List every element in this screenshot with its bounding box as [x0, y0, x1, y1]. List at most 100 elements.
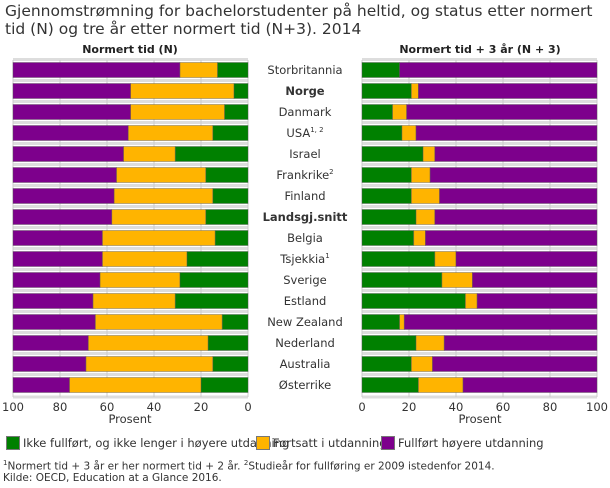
- bar-still-studying: [130, 104, 225, 120]
- chart-svg: 100 80 60 40 20 0 Prosent Normert tid (N) 0 20 40 6…: [2, 43, 608, 426]
- bar-completed: [443, 335, 598, 351]
- bar-still-studying: [417, 377, 464, 393]
- bar-still-studying: [179, 62, 218, 78]
- x-tick-label: 20: [402, 400, 417, 414]
- legend-item-completed: Fullført høyere utdanning: [381, 436, 544, 450]
- bar-still-studying: [415, 209, 436, 225]
- bar-not-completed: [361, 146, 424, 162]
- bar-still-studying: [111, 209, 207, 225]
- bar-still-studying: [410, 356, 433, 372]
- x-tick-label: 80: [53, 400, 68, 414]
- source-note: Kilde: OECD, Education at a Glance 2016.: [3, 472, 222, 484]
- bar-still-studying: [410, 167, 431, 183]
- bar-not-completed: [361, 125, 403, 141]
- bar-not-completed: [361, 293, 466, 309]
- bar-still-studying: [464, 293, 478, 309]
- bar-not-completed: [179, 272, 249, 288]
- bar-still-studying: [92, 293, 176, 309]
- legend-swatch-purple: [381, 436, 395, 450]
- bar-still-studying: [101, 230, 216, 246]
- bar-not-completed: [361, 335, 417, 351]
- panel-title: Normert tid + 3 år (N + 3): [399, 43, 560, 56]
- bar-still-studying: [434, 251, 457, 267]
- bar-completed: [12, 209, 113, 225]
- bar-still-studying: [415, 335, 445, 351]
- bar-completed: [417, 83, 598, 99]
- category-label: New Zealand: [267, 315, 343, 329]
- category-label: Norge: [285, 84, 324, 98]
- bar-not-completed: [361, 167, 412, 183]
- legend-label: Fortsatt i utdanning: [273, 436, 387, 450]
- bar-still-studying: [413, 230, 426, 246]
- legend-swatch-orange: [256, 436, 270, 450]
- bar-not-completed: [361, 83, 412, 99]
- bar-not-completed: [224, 104, 249, 120]
- category-label: Frankrike2: [276, 168, 333, 182]
- bar-completed: [12, 356, 87, 372]
- legend-swatch-green: [6, 436, 20, 450]
- bar-completed: [472, 272, 598, 288]
- bar-completed: [12, 146, 124, 162]
- bar-completed: [434, 209, 598, 225]
- bar-not-completed: [361, 209, 417, 225]
- legend-label: Fullført høyere utdanning: [398, 436, 544, 450]
- bar-not-completed: [174, 146, 249, 162]
- bar-completed: [432, 356, 598, 372]
- x-tick-label: 20: [194, 400, 209, 414]
- bar-not-completed: [361, 251, 436, 267]
- x-tick-label: 40: [449, 400, 464, 414]
- category-label: Østerrike: [279, 378, 331, 392]
- bar-completed: [12, 272, 101, 288]
- footnote-marker: 1: [3, 459, 8, 467]
- bar-not-completed: [361, 377, 419, 393]
- bar-not-completed: [361, 188, 412, 204]
- x-tick-label: 40: [147, 400, 162, 414]
- bar-still-studying: [123, 146, 176, 162]
- legend-item-still-studying: Fortsatt i utdanning: [256, 436, 387, 450]
- bar-still-studying: [392, 104, 408, 120]
- category-label: Estland: [284, 294, 327, 308]
- bar-still-studying: [127, 125, 214, 141]
- panel-title: Normert tid (N): [82, 43, 178, 56]
- bar-still-studying: [130, 83, 235, 99]
- bar-completed: [12, 83, 131, 99]
- footnote-1: Normert tid + 3 år er her normert tid + …: [7, 460, 241, 473]
- category-label: Storbritannia: [267, 63, 342, 77]
- bar-not-completed: [361, 104, 393, 120]
- bar-not-completed: [212, 188, 249, 204]
- bar-still-studying: [401, 125, 417, 141]
- x-tick-label: 60: [100, 400, 115, 414]
- bar-completed: [429, 167, 598, 183]
- bar-still-studying: [69, 377, 202, 393]
- bar-completed: [12, 251, 103, 267]
- category-label: Danmark: [279, 105, 332, 119]
- bar-still-studying: [422, 146, 436, 162]
- x-tick-label: 60: [496, 400, 511, 414]
- bar-completed: [399, 62, 598, 78]
- bar-still-studying: [116, 167, 207, 183]
- x-tick-label: 0: [244, 400, 251, 414]
- bar-not-completed: [207, 335, 249, 351]
- x-tick-label: 0: [358, 400, 365, 414]
- bar-completed: [12, 377, 70, 393]
- bar-still-studying: [99, 272, 181, 288]
- bar-not-completed: [361, 272, 443, 288]
- category-label: Tsjekkia1: [279, 252, 329, 266]
- bar-completed: [12, 314, 96, 330]
- category-label: Australia: [280, 357, 331, 371]
- bar-completed: [12, 167, 117, 183]
- bar-not-completed: [221, 314, 249, 330]
- x-axis-label: Prosent: [108, 412, 152, 426]
- category-label: Israel: [289, 147, 320, 161]
- bar-not-completed: [361, 356, 412, 372]
- bar-not-completed: [233, 83, 249, 99]
- category-label: Belgia: [287, 231, 323, 245]
- bar-not-completed: [217, 62, 249, 78]
- category-label: Nederland: [275, 336, 335, 350]
- bar-still-studying: [410, 83, 419, 99]
- bar-still-studying: [441, 272, 473, 288]
- category-label: Sverige: [283, 273, 326, 287]
- bar-completed: [12, 62, 181, 78]
- footnote-marker: 2: [243, 459, 249, 467]
